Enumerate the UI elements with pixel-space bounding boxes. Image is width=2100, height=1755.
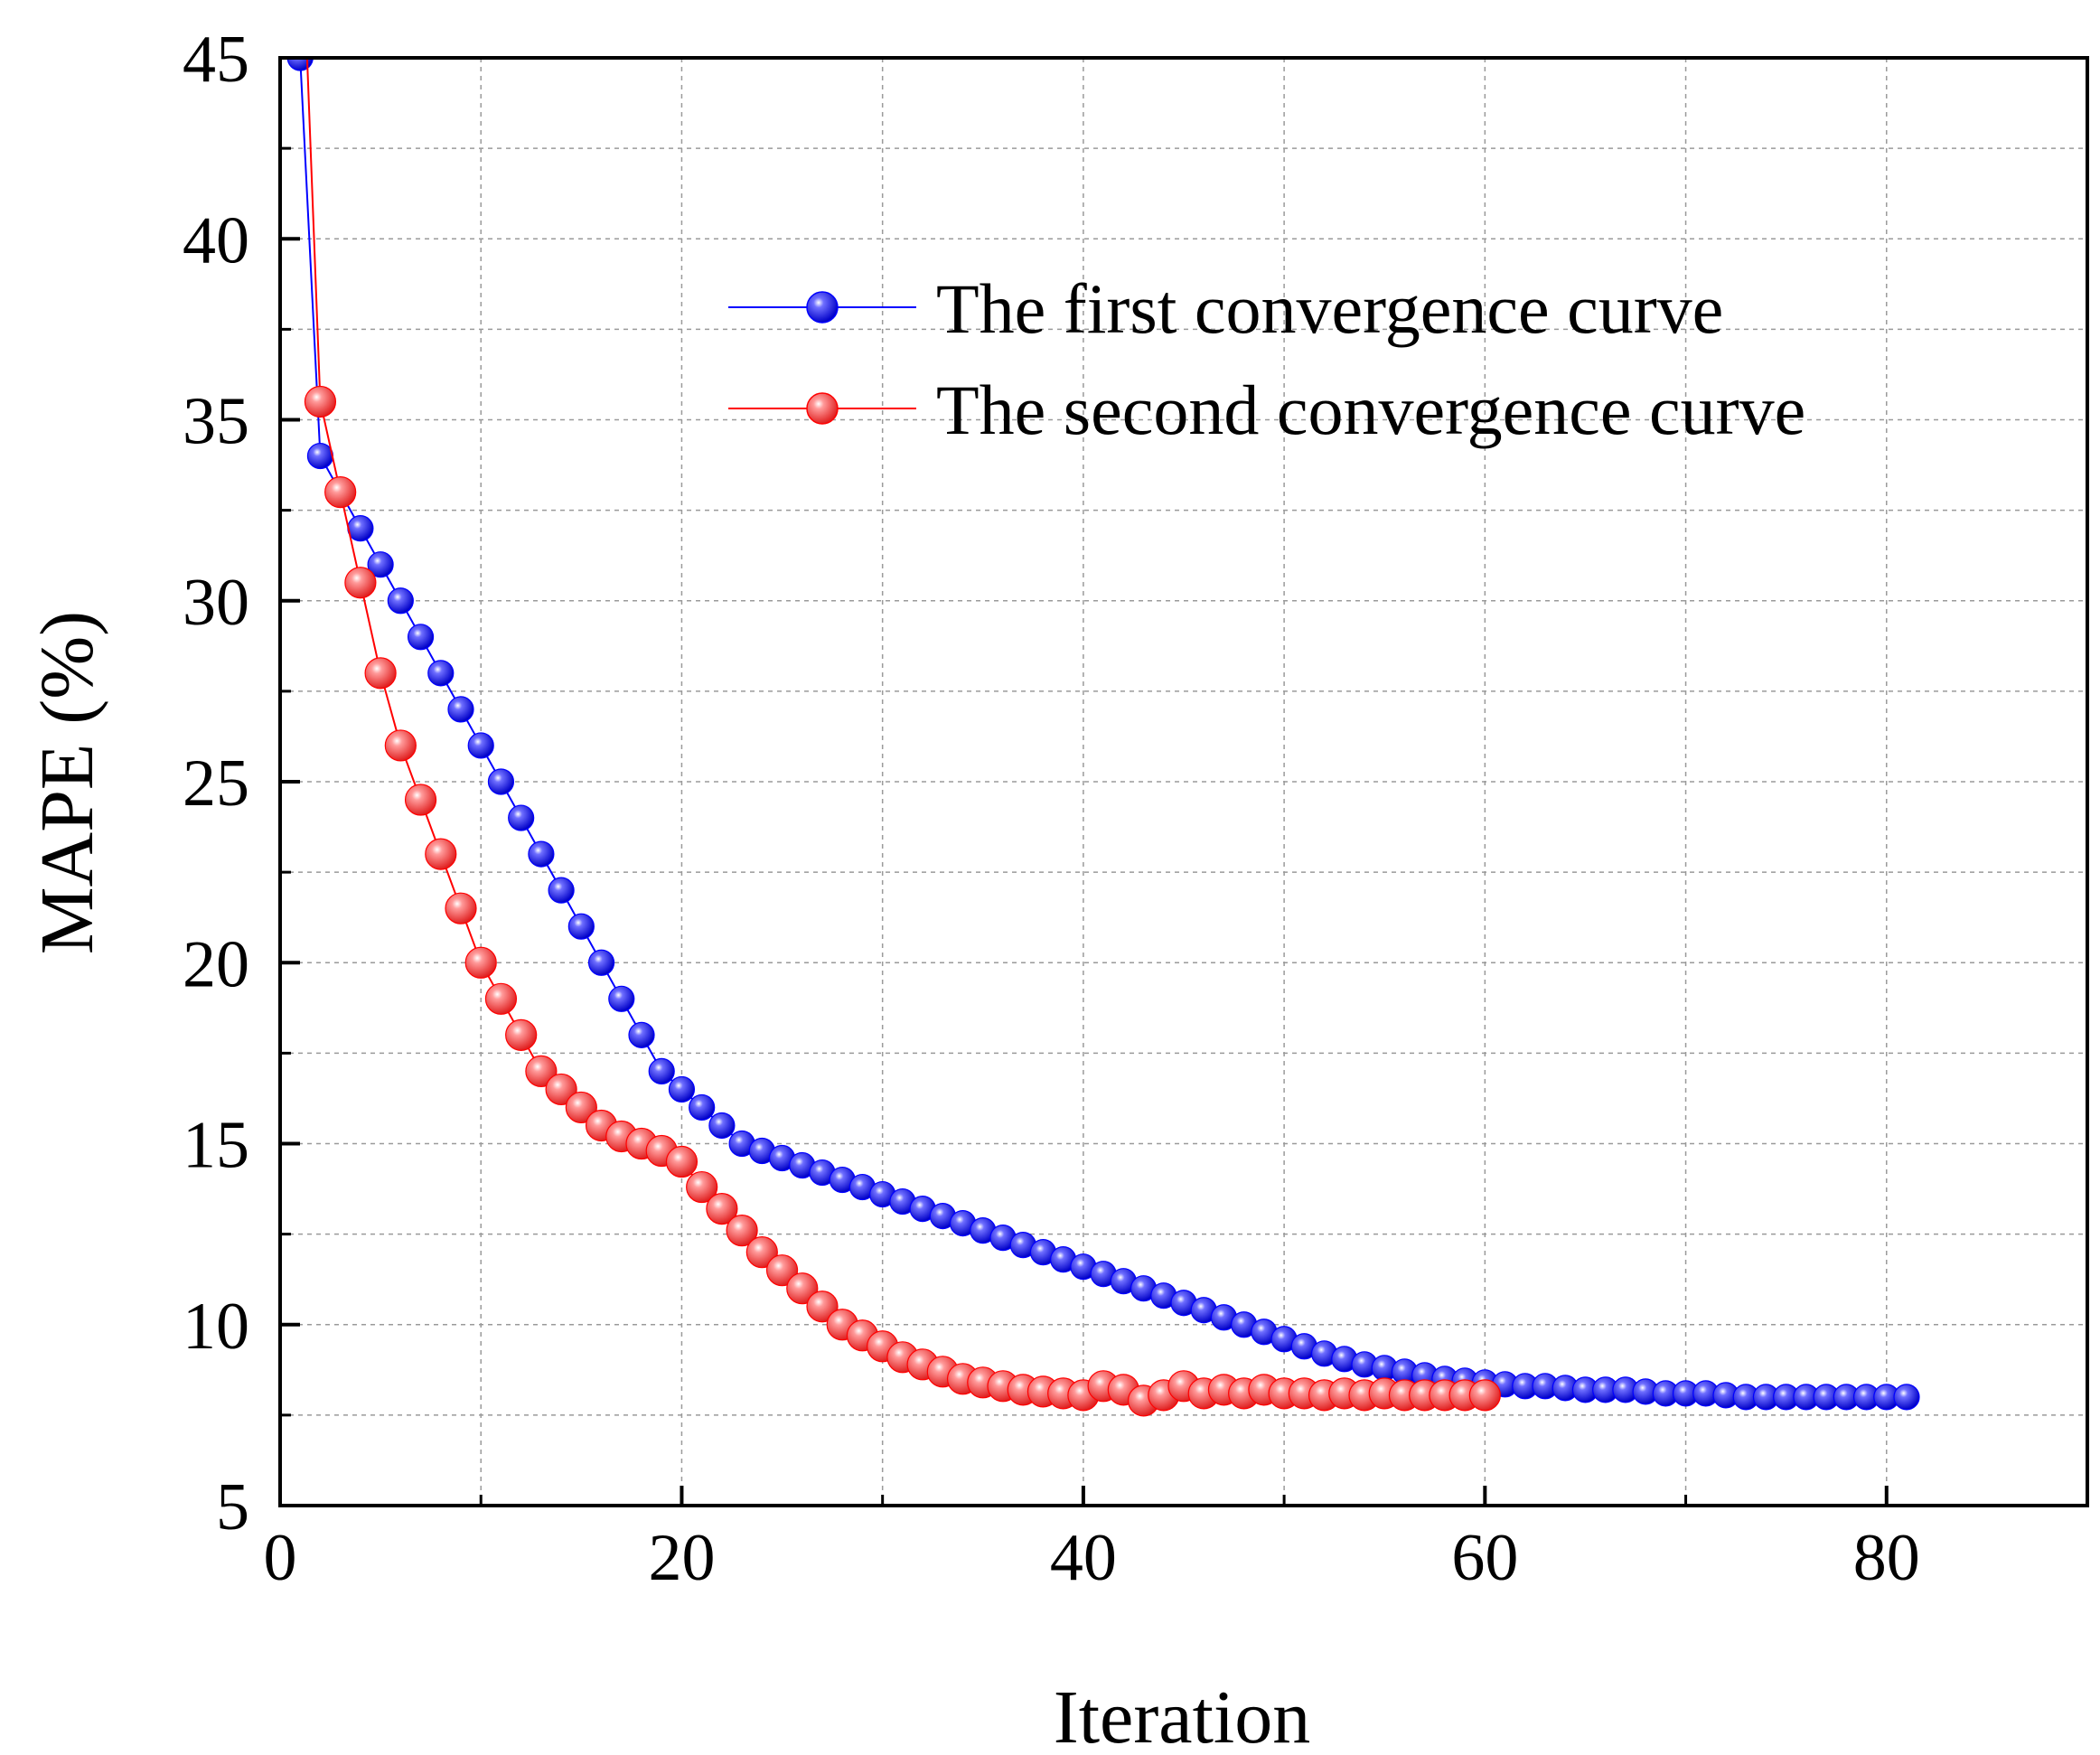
data-point	[665, 1145, 698, 1178]
y-tick-label: 20	[183, 927, 249, 1001]
data-point	[364, 657, 397, 690]
data-point	[668, 1075, 696, 1103]
data-point	[628, 1021, 655, 1048]
data-point	[567, 913, 595, 940]
data-point	[565, 1091, 597, 1124]
y-tick-label: 25	[183, 746, 249, 821]
data-point	[686, 1170, 718, 1204]
data-point	[648, 1057, 675, 1085]
data-point	[587, 949, 615, 976]
y-tick-label: 45	[183, 23, 249, 97]
data-point	[708, 1112, 736, 1140]
data-point	[608, 985, 635, 1012]
y-tick-label: 15	[183, 1109, 249, 1183]
x-tick-label: 0	[264, 1521, 297, 1595]
x-tick-label: 40	[1050, 1521, 1117, 1595]
data-point	[706, 1192, 738, 1225]
x-tick-labels: 0 20 40 60 80	[264, 1521, 1920, 1595]
y-tick-label: 5	[216, 1470, 249, 1544]
data-point	[1468, 1379, 1501, 1412]
data-point	[484, 982, 518, 1015]
legend-label-second: The second convergence curve	[936, 371, 1805, 449]
data-point	[806, 1290, 839, 1323]
y-axis-title: MAPE (%)	[25, 611, 109, 954]
data-point	[464, 946, 497, 979]
grid-lines	[280, 58, 2087, 1506]
series-1	[286, 58, 1920, 1411]
data-point	[387, 587, 414, 615]
data-point	[304, 385, 337, 418]
data-point	[404, 784, 437, 816]
data-point	[726, 1215, 758, 1247]
data-point	[347, 515, 374, 542]
data-point	[324, 475, 357, 509]
data-point	[1893, 1384, 1920, 1411]
data-point	[447, 696, 474, 723]
legend-label-first: The first convergence curve	[936, 269, 1723, 348]
data-point	[445, 892, 477, 924]
series-2	[304, 58, 1501, 1417]
y-tick-label: 30	[183, 566, 249, 640]
axis-ticks	[278, 56, 2089, 1507]
x-axis-title: Iteration	[1054, 1675, 1311, 1755]
data-point	[528, 840, 555, 868]
legend-entry-second: The second convergence curve	[728, 371, 1805, 449]
data-point	[548, 877, 575, 904]
series-line-1	[299, 58, 1907, 1398]
data-point	[367, 551, 394, 578]
data-point	[545, 1073, 577, 1106]
data-point	[384, 729, 417, 762]
data-point	[487, 768, 515, 795]
legend-marker-second	[806, 392, 839, 425]
data-point	[306, 442, 334, 470]
data-point	[425, 838, 457, 870]
data-point	[344, 567, 377, 599]
legend-entry-first: The first convergence curve	[728, 269, 1723, 348]
data-point	[508, 804, 535, 831]
y-tick-label: 10	[183, 1290, 249, 1364]
x-tick-label: 60	[1451, 1521, 1518, 1595]
data-point	[745, 1236, 778, 1269]
data-point	[407, 624, 435, 651]
data-point	[427, 660, 455, 687]
y-tick-labels: 5 10 15 20 25 30 35 40 45	[183, 23, 249, 1544]
legend-marker-first	[806, 291, 839, 324]
data-point	[505, 1018, 538, 1051]
x-tick-label: 80	[1853, 1521, 1920, 1595]
data-point	[765, 1254, 799, 1287]
data-point	[525, 1055, 558, 1088]
y-tick-label: 40	[183, 203, 249, 277]
series-layer	[286, 58, 1920, 1417]
legend: The first convergence curve The second c…	[728, 269, 1805, 449]
data-point	[786, 1272, 819, 1305]
x-tick-label: 20	[648, 1521, 715, 1595]
data-point	[689, 1093, 716, 1122]
data-point	[467, 732, 494, 759]
y-tick-label: 35	[183, 385, 249, 459]
